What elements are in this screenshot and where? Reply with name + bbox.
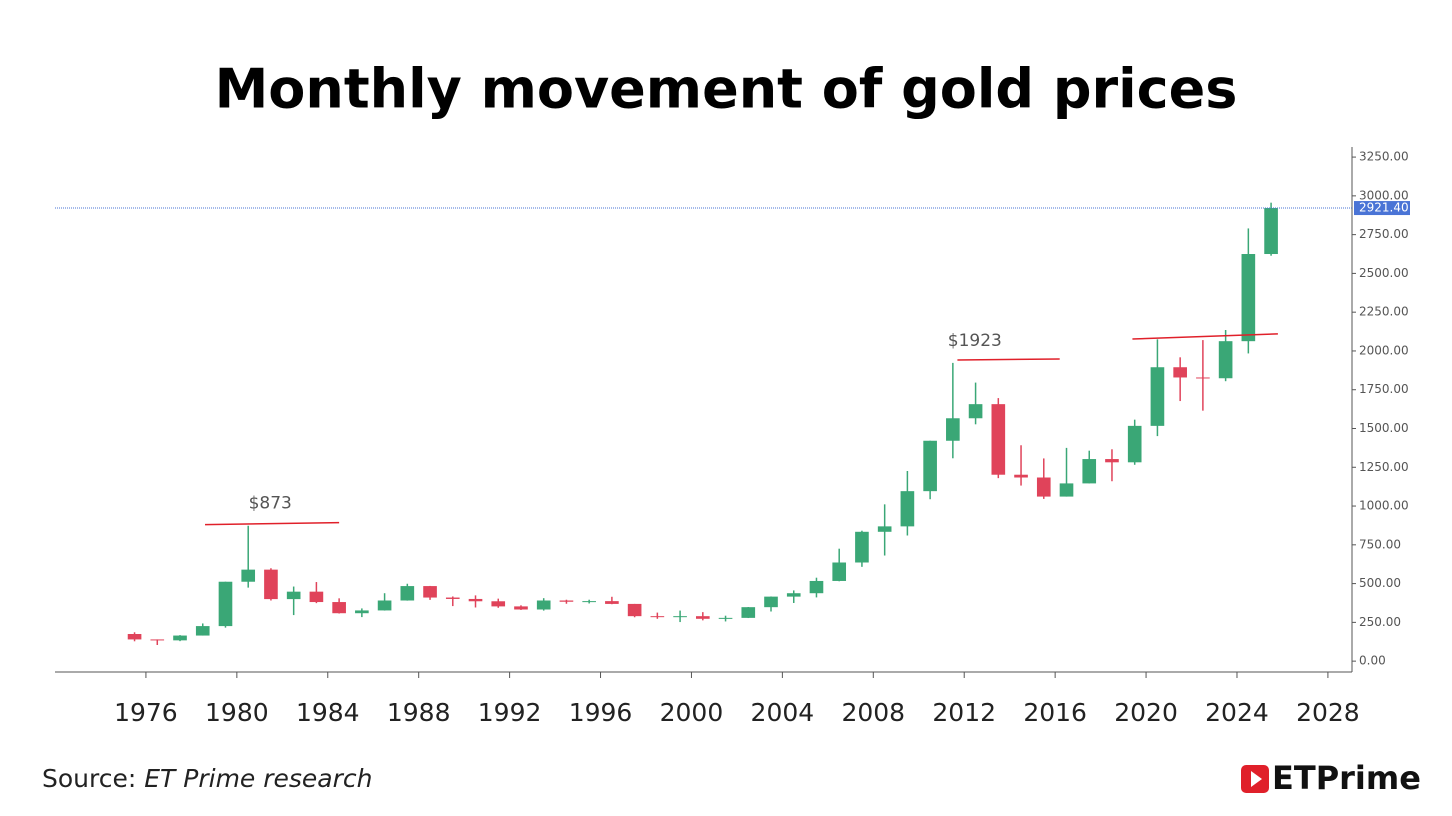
candle-body <box>650 616 665 618</box>
x-tick-label: 2004 <box>751 698 815 727</box>
candle-body <box>195 626 210 636</box>
candle-body <box>1036 477 1051 497</box>
candle-body <box>559 600 574 602</box>
x-tick-label: 2016 <box>1023 698 1087 727</box>
y-tick-label: 2000.00 <box>1359 343 1409 357</box>
logo-text: ETPrime <box>1272 759 1421 797</box>
candle-body <box>286 591 301 600</box>
candle-body <box>855 531 869 563</box>
y-tick-label: 3000.00 <box>1359 188 1409 202</box>
candle-body <box>1014 474 1028 478</box>
y-tick-label: 1500.00 <box>1359 421 1409 435</box>
trendline <box>1132 333 1278 340</box>
candle-body <box>900 491 915 527</box>
candle-body <box>968 404 983 419</box>
candle-body <box>1105 459 1119 463</box>
candle-body <box>218 581 233 627</box>
candle-body <box>673 616 687 618</box>
candle-body <box>468 598 483 602</box>
annotation: $873 <box>249 494 292 514</box>
x-tick-label: 1984 <box>296 698 360 727</box>
y-tick-label: 2250.00 <box>1359 305 1409 319</box>
candle-body <box>1218 341 1233 379</box>
x-tick-label: 2020 <box>1114 698 1178 727</box>
candle-body <box>150 639 165 641</box>
candle-body <box>695 616 710 619</box>
y-tick-label: 1250.00 <box>1359 460 1409 474</box>
x-tick-label: 1992 <box>478 698 542 727</box>
annotation: $1923 <box>948 331 1002 351</box>
y-tick-label: 500.00 <box>1359 576 1401 590</box>
x-tick-label: 1980 <box>205 698 269 727</box>
candle-body <box>400 586 415 601</box>
candle-body <box>309 591 324 603</box>
candle-body <box>423 586 437 598</box>
candle-body <box>991 404 1006 475</box>
trendline <box>957 358 1060 361</box>
candle-body <box>582 601 596 603</box>
candle-body <box>832 562 847 581</box>
candle-body <box>786 593 801 597</box>
candle-body <box>264 569 278 600</box>
candle-body <box>1127 425 1142 463</box>
candle-body <box>1264 208 1278 255</box>
candle-body <box>741 607 756 618</box>
candle-body <box>514 606 528 610</box>
candle-body <box>377 600 392 611</box>
source-text: ET Prime research <box>144 764 372 793</box>
candle-body <box>1059 483 1074 497</box>
candle-body <box>1196 377 1210 379</box>
chart-title: Monthly movement of gold prices <box>215 58 1238 121</box>
candle-body <box>173 635 187 641</box>
x-tick-label: 2008 <box>841 698 905 727</box>
x-tick-label: 2000 <box>660 698 724 727</box>
y-tick-label: 0.00 <box>1359 654 1386 668</box>
candle-body <box>445 597 460 599</box>
last-price-box <box>1354 201 1410 216</box>
last-price-label: 2921.40 <box>1359 201 1409 215</box>
candle-body <box>923 440 937 492</box>
candle-body <box>764 596 778 608</box>
x-tick-label: 1996 <box>569 698 633 727</box>
y-tick-label: 250.00 <box>1359 615 1401 629</box>
candle-body <box>355 610 369 614</box>
x-tick-label: 2024 <box>1205 698 1269 727</box>
source-label: Source: <box>42 764 136 793</box>
candle-body <box>627 603 642 617</box>
y-tick-label: 3250.00 <box>1359 150 1409 164</box>
source: Source: ET Prime research <box>42 764 373 793</box>
candle-body <box>605 601 619 604</box>
candle-body <box>877 526 892 532</box>
candle-body <box>718 617 733 619</box>
candle-body <box>1082 459 1097 484</box>
logo-play <box>1251 771 1262 787</box>
candle-body <box>1241 254 1256 342</box>
x-tick-label: 1988 <box>387 698 451 727</box>
candle-body <box>946 418 960 441</box>
candle-body <box>809 580 824 594</box>
trendline <box>205 521 340 526</box>
candle-body <box>491 601 506 607</box>
y-tick-label: 2750.00 <box>1359 227 1409 241</box>
candle-body <box>332 602 346 614</box>
x-tick-label: 1976 <box>114 698 178 727</box>
candle-body <box>1173 367 1187 378</box>
y-tick-label: 1750.00 <box>1359 382 1409 396</box>
candle-body <box>536 600 551 610</box>
y-tick-label: 750.00 <box>1359 537 1401 551</box>
y-tick-label: 1000.00 <box>1359 499 1409 513</box>
x-tick-label: 2012 <box>932 698 996 727</box>
y-tick-label: 2500.00 <box>1359 266 1409 280</box>
candle-body <box>241 569 256 582</box>
candle-body <box>1150 367 1165 426</box>
x-tick-label: 2028 <box>1296 698 1360 727</box>
candle-body <box>127 634 142 640</box>
